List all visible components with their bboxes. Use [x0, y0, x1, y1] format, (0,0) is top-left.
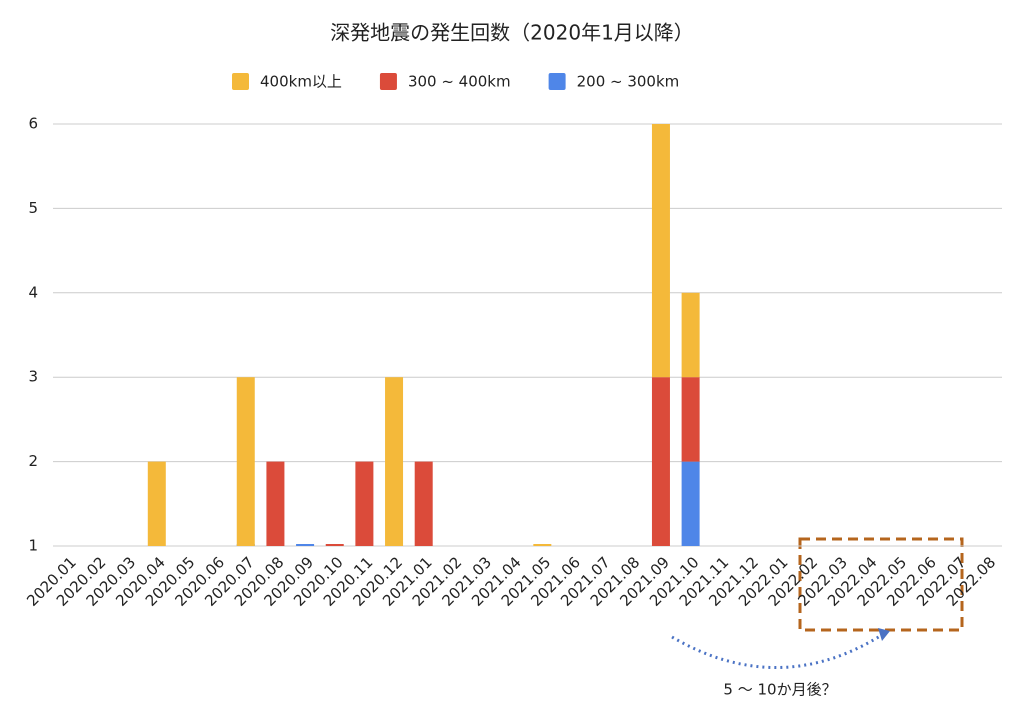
bar-segment	[681, 461, 700, 546]
highlight-box	[798, 537, 964, 632]
y-tick-label: 5	[28, 199, 38, 217]
legend-label: 300 ~ 400km	[408, 73, 511, 91]
y-tick-label: 6	[28, 115, 38, 133]
y-tick-label: 1	[28, 537, 38, 555]
bar-segment	[355, 461, 374, 546]
annotation: 5 〜 10か月後？	[723, 681, 836, 699]
legend-label: 400km以上	[260, 73, 342, 91]
bar-segment	[533, 544, 552, 546]
bar-segment	[414, 461, 433, 546]
bar-segment	[147, 461, 166, 546]
y-tick-label: 4	[28, 283, 38, 301]
bar-segment	[681, 377, 700, 462]
legend-label: 200 ~ 300km	[577, 73, 680, 91]
bar-segment	[296, 544, 315, 546]
bar-segment	[236, 377, 255, 546]
bar-segment	[651, 124, 670, 378]
arrow	[671, 631, 886, 669]
bar-segment	[266, 461, 285, 546]
y-tick-label: 3	[28, 368, 38, 386]
chart-title: 深発地震の発生回数（2020年1月以降）	[330, 21, 694, 45]
arrow-head	[878, 628, 890, 641]
bar-segment	[651, 377, 670, 546]
legend-swatch	[232, 73, 249, 90]
bar-segment	[385, 377, 404, 546]
legend-swatch	[379, 73, 397, 90]
legend-swatch	[548, 73, 566, 90]
bar-segment	[681, 292, 700, 378]
bar-segment	[325, 544, 344, 546]
y-tick-label: 2	[28, 452, 38, 470]
